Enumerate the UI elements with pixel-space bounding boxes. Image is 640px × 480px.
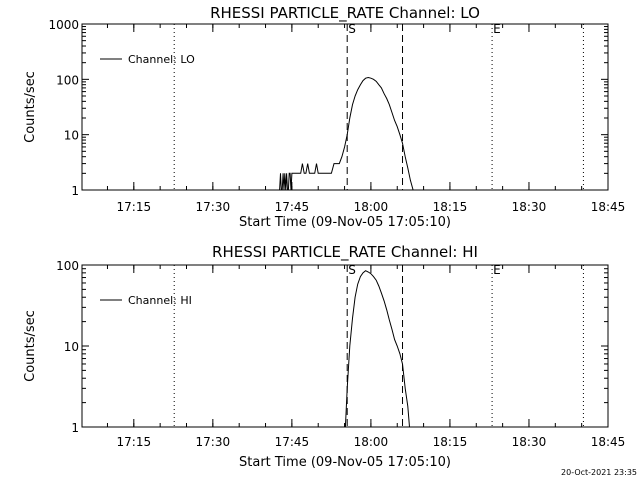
event-marker-label: E — [493, 22, 501, 36]
x-tick-label: 18:30 — [512, 200, 547, 214]
series-line — [279, 76, 414, 191]
y-tick-label: 10 — [64, 340, 79, 354]
plot-frame — [81, 264, 609, 428]
event-marker-label: E — [493, 263, 501, 277]
y-tick-label: 1 — [71, 184, 79, 198]
plot-frame — [81, 23, 609, 191]
y-tick-label: 100 — [56, 73, 79, 87]
x-tick-label: 18:15 — [433, 435, 468, 449]
chart-panel-2: RHESSI PARTICLE_RATE Channel: HI 1 10 100 17… — [23, 243, 625, 470]
y-axis-label: Counts/sec — [23, 310, 38, 382]
x-tick-label: 18:30 — [512, 435, 547, 449]
chart-title: RHESSI PARTICLE_RATE Channel: LO — [210, 4, 480, 23]
legend-entry: Channel: HI — [128, 294, 192, 307]
chart-panel-1: RHESSI PARTICLE_RATE Channel: LO 1 10 100 10… — [23, 4, 625, 230]
timestamp-label: 20-Oct-2021 23:35 — [561, 468, 637, 477]
x-tick-label: 17:30 — [196, 200, 231, 214]
x-tick-label: 18:45 — [591, 435, 626, 449]
y-tick-label: 100 — [56, 259, 79, 273]
x-tick-label: 17:45 — [275, 200, 310, 214]
y-axis-label: Counts/sec — [23, 71, 38, 143]
event-marker-label: S — [348, 22, 356, 36]
chart-title: RHESSI PARTICLE_RATE Channel: HI — [212, 243, 478, 262]
x-tick-label: 17:15 — [117, 200, 152, 214]
x-tick-label: 18:00 — [354, 435, 389, 449]
series-line — [344, 270, 410, 428]
x-tick-label: 17:15 — [117, 435, 152, 449]
y-tick-label: 1 — [71, 421, 79, 435]
x-axis-label: Start Time (09-Nov-05 17:05:10) — [239, 215, 451, 230]
event-marker-label: S — [348, 263, 356, 277]
legend-entry: Channel: LO — [128, 53, 195, 66]
x-tick-label: 18:15 — [433, 200, 468, 214]
x-tick-label: 17:30 — [196, 435, 231, 449]
x-tick-label: 18:45 — [591, 200, 626, 214]
x-tick-label: 17:45 — [275, 435, 310, 449]
y-tick-label: 1000 — [48, 18, 79, 32]
y-tick-label: 10 — [64, 129, 79, 143]
x-tick-label: 18:00 — [354, 200, 389, 214]
x-axis-label: Start Time (09-Nov-05 17:05:10) — [239, 455, 451, 470]
